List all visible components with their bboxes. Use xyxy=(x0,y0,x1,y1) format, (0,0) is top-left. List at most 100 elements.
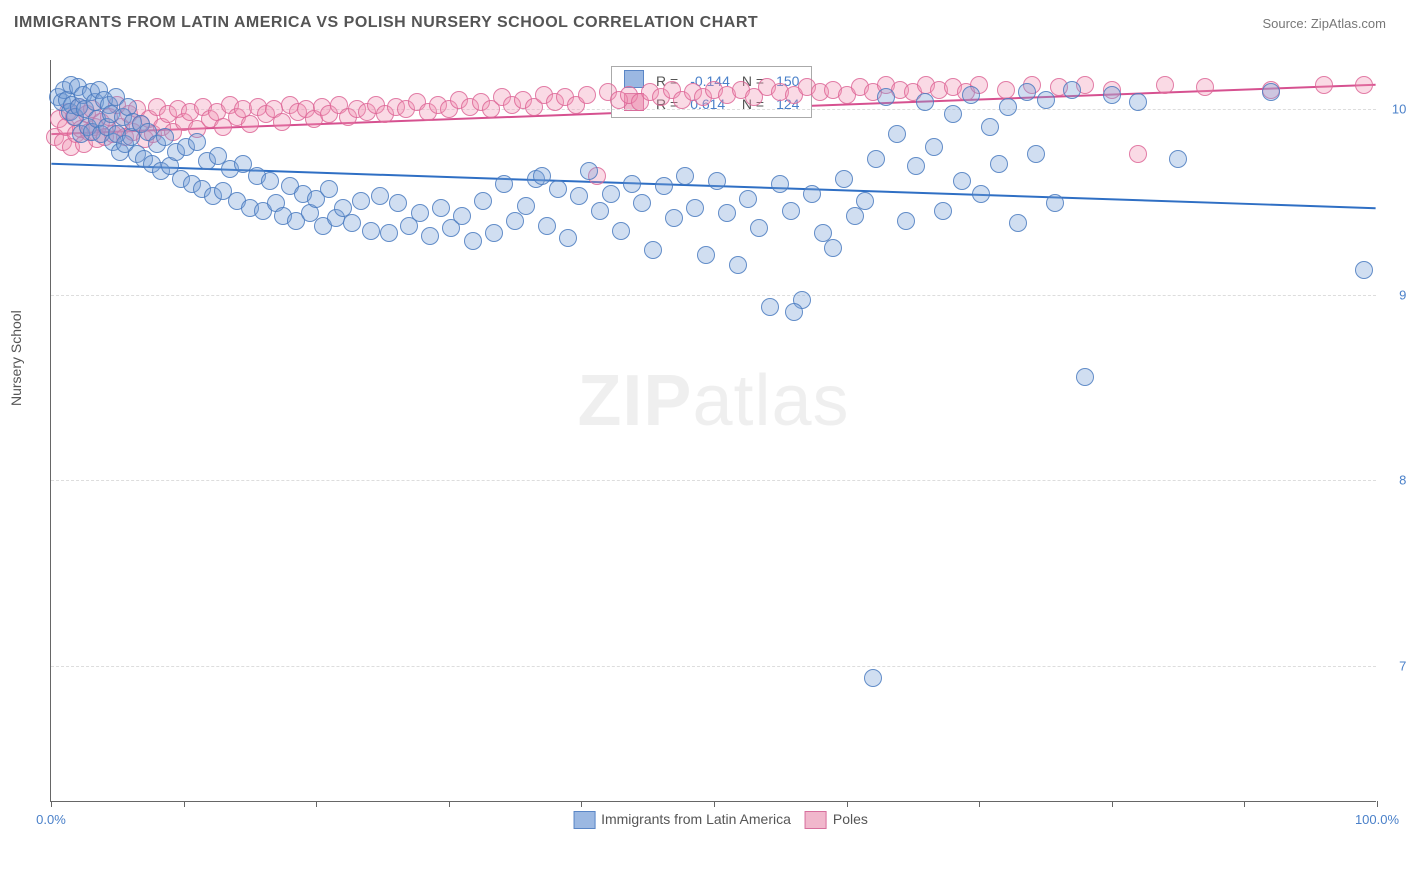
data-point xyxy=(320,180,338,198)
data-point xyxy=(421,227,439,245)
data-point xyxy=(371,187,389,205)
data-point xyxy=(997,81,1015,99)
data-point xyxy=(1027,145,1045,163)
source-credit: Source: ZipAtlas.com xyxy=(1262,16,1386,31)
data-point xyxy=(464,232,482,250)
data-point xyxy=(261,172,279,190)
data-point xyxy=(729,256,747,274)
data-point xyxy=(944,105,962,123)
plot-area: ZIPatlas R =-0.144N =150R =0.614N =124 I… xyxy=(50,60,1376,802)
x-tick xyxy=(714,801,715,807)
data-point xyxy=(633,194,651,212)
data-point xyxy=(897,212,915,230)
data-point xyxy=(241,115,259,133)
x-tick xyxy=(51,801,52,807)
data-point xyxy=(389,194,407,212)
data-point xyxy=(1315,76,1333,94)
y-tick-label: 100.0% xyxy=(1384,102,1406,117)
data-point xyxy=(1037,91,1055,109)
data-point xyxy=(1129,145,1147,163)
data-point xyxy=(934,202,952,220)
data-point xyxy=(602,185,620,203)
data-point xyxy=(1169,150,1187,168)
watermark: ZIPatlas xyxy=(577,360,849,442)
data-point xyxy=(907,157,925,175)
data-point xyxy=(188,133,206,151)
data-point xyxy=(1009,214,1027,232)
data-point xyxy=(655,177,673,195)
data-point xyxy=(856,192,874,210)
data-point xyxy=(782,202,800,220)
data-point xyxy=(432,199,450,217)
data-point xyxy=(612,222,630,240)
data-point xyxy=(591,202,609,220)
data-point xyxy=(1103,86,1121,104)
data-point xyxy=(846,207,864,225)
data-point xyxy=(453,207,471,225)
data-point xyxy=(517,197,535,215)
data-point xyxy=(273,113,291,131)
data-point xyxy=(925,138,943,156)
legend-label: Immigrants from Latin America xyxy=(601,811,791,827)
x-tick xyxy=(449,801,450,807)
data-point xyxy=(570,187,588,205)
x-tick xyxy=(1244,801,1245,807)
data-point xyxy=(916,93,934,111)
data-point xyxy=(623,175,641,193)
y-axis-label: Nursery School xyxy=(8,310,24,406)
data-point xyxy=(718,204,736,222)
data-point xyxy=(1262,83,1280,101)
data-point xyxy=(506,212,524,230)
chart-title: IMMIGRANTS FROM LATIN AMERICA VS POLISH … xyxy=(14,14,758,32)
data-point xyxy=(739,190,757,208)
data-point xyxy=(495,175,513,193)
data-point xyxy=(578,86,596,104)
data-point xyxy=(708,172,726,190)
data-point xyxy=(771,175,789,193)
data-point xyxy=(1129,93,1147,111)
data-point xyxy=(559,229,577,247)
data-point xyxy=(474,192,492,210)
data-point xyxy=(686,199,704,217)
data-point xyxy=(990,155,1008,173)
legend-label: Poles xyxy=(833,811,868,827)
data-point xyxy=(1355,261,1373,279)
x-tick xyxy=(847,801,848,807)
data-point xyxy=(877,88,895,106)
data-point xyxy=(580,162,598,180)
data-point xyxy=(644,241,662,259)
x-tick xyxy=(316,801,317,807)
data-point xyxy=(343,214,361,232)
data-point xyxy=(750,219,768,237)
data-point xyxy=(953,172,971,190)
data-point xyxy=(981,118,999,136)
data-point xyxy=(362,222,380,240)
data-point xyxy=(962,86,980,104)
data-point xyxy=(697,246,715,264)
y-tick-label: 85.0% xyxy=(1384,473,1406,488)
data-point xyxy=(1046,194,1064,212)
data-point xyxy=(824,239,842,257)
data-point xyxy=(352,192,370,210)
data-point xyxy=(761,298,779,316)
x-tick xyxy=(581,801,582,807)
data-point xyxy=(803,185,821,203)
data-point xyxy=(676,167,694,185)
data-point xyxy=(785,303,803,321)
data-point xyxy=(1156,76,1174,94)
y-tick-label: 77.5% xyxy=(1384,658,1406,673)
data-point xyxy=(533,167,551,185)
data-point xyxy=(1355,76,1373,94)
gridline-y xyxy=(51,295,1376,296)
x-tick-label: 100.0% xyxy=(1355,812,1399,827)
data-point xyxy=(485,224,503,242)
x-tick xyxy=(979,801,980,807)
gridline-y xyxy=(51,666,1376,667)
legend: Immigrants from Latin America Poles xyxy=(559,811,868,829)
data-point xyxy=(549,180,567,198)
gridline-y xyxy=(51,480,1376,481)
data-point xyxy=(888,125,906,143)
data-point xyxy=(1063,81,1081,99)
x-tick-label: 0.0% xyxy=(36,812,66,827)
data-point xyxy=(1076,368,1094,386)
